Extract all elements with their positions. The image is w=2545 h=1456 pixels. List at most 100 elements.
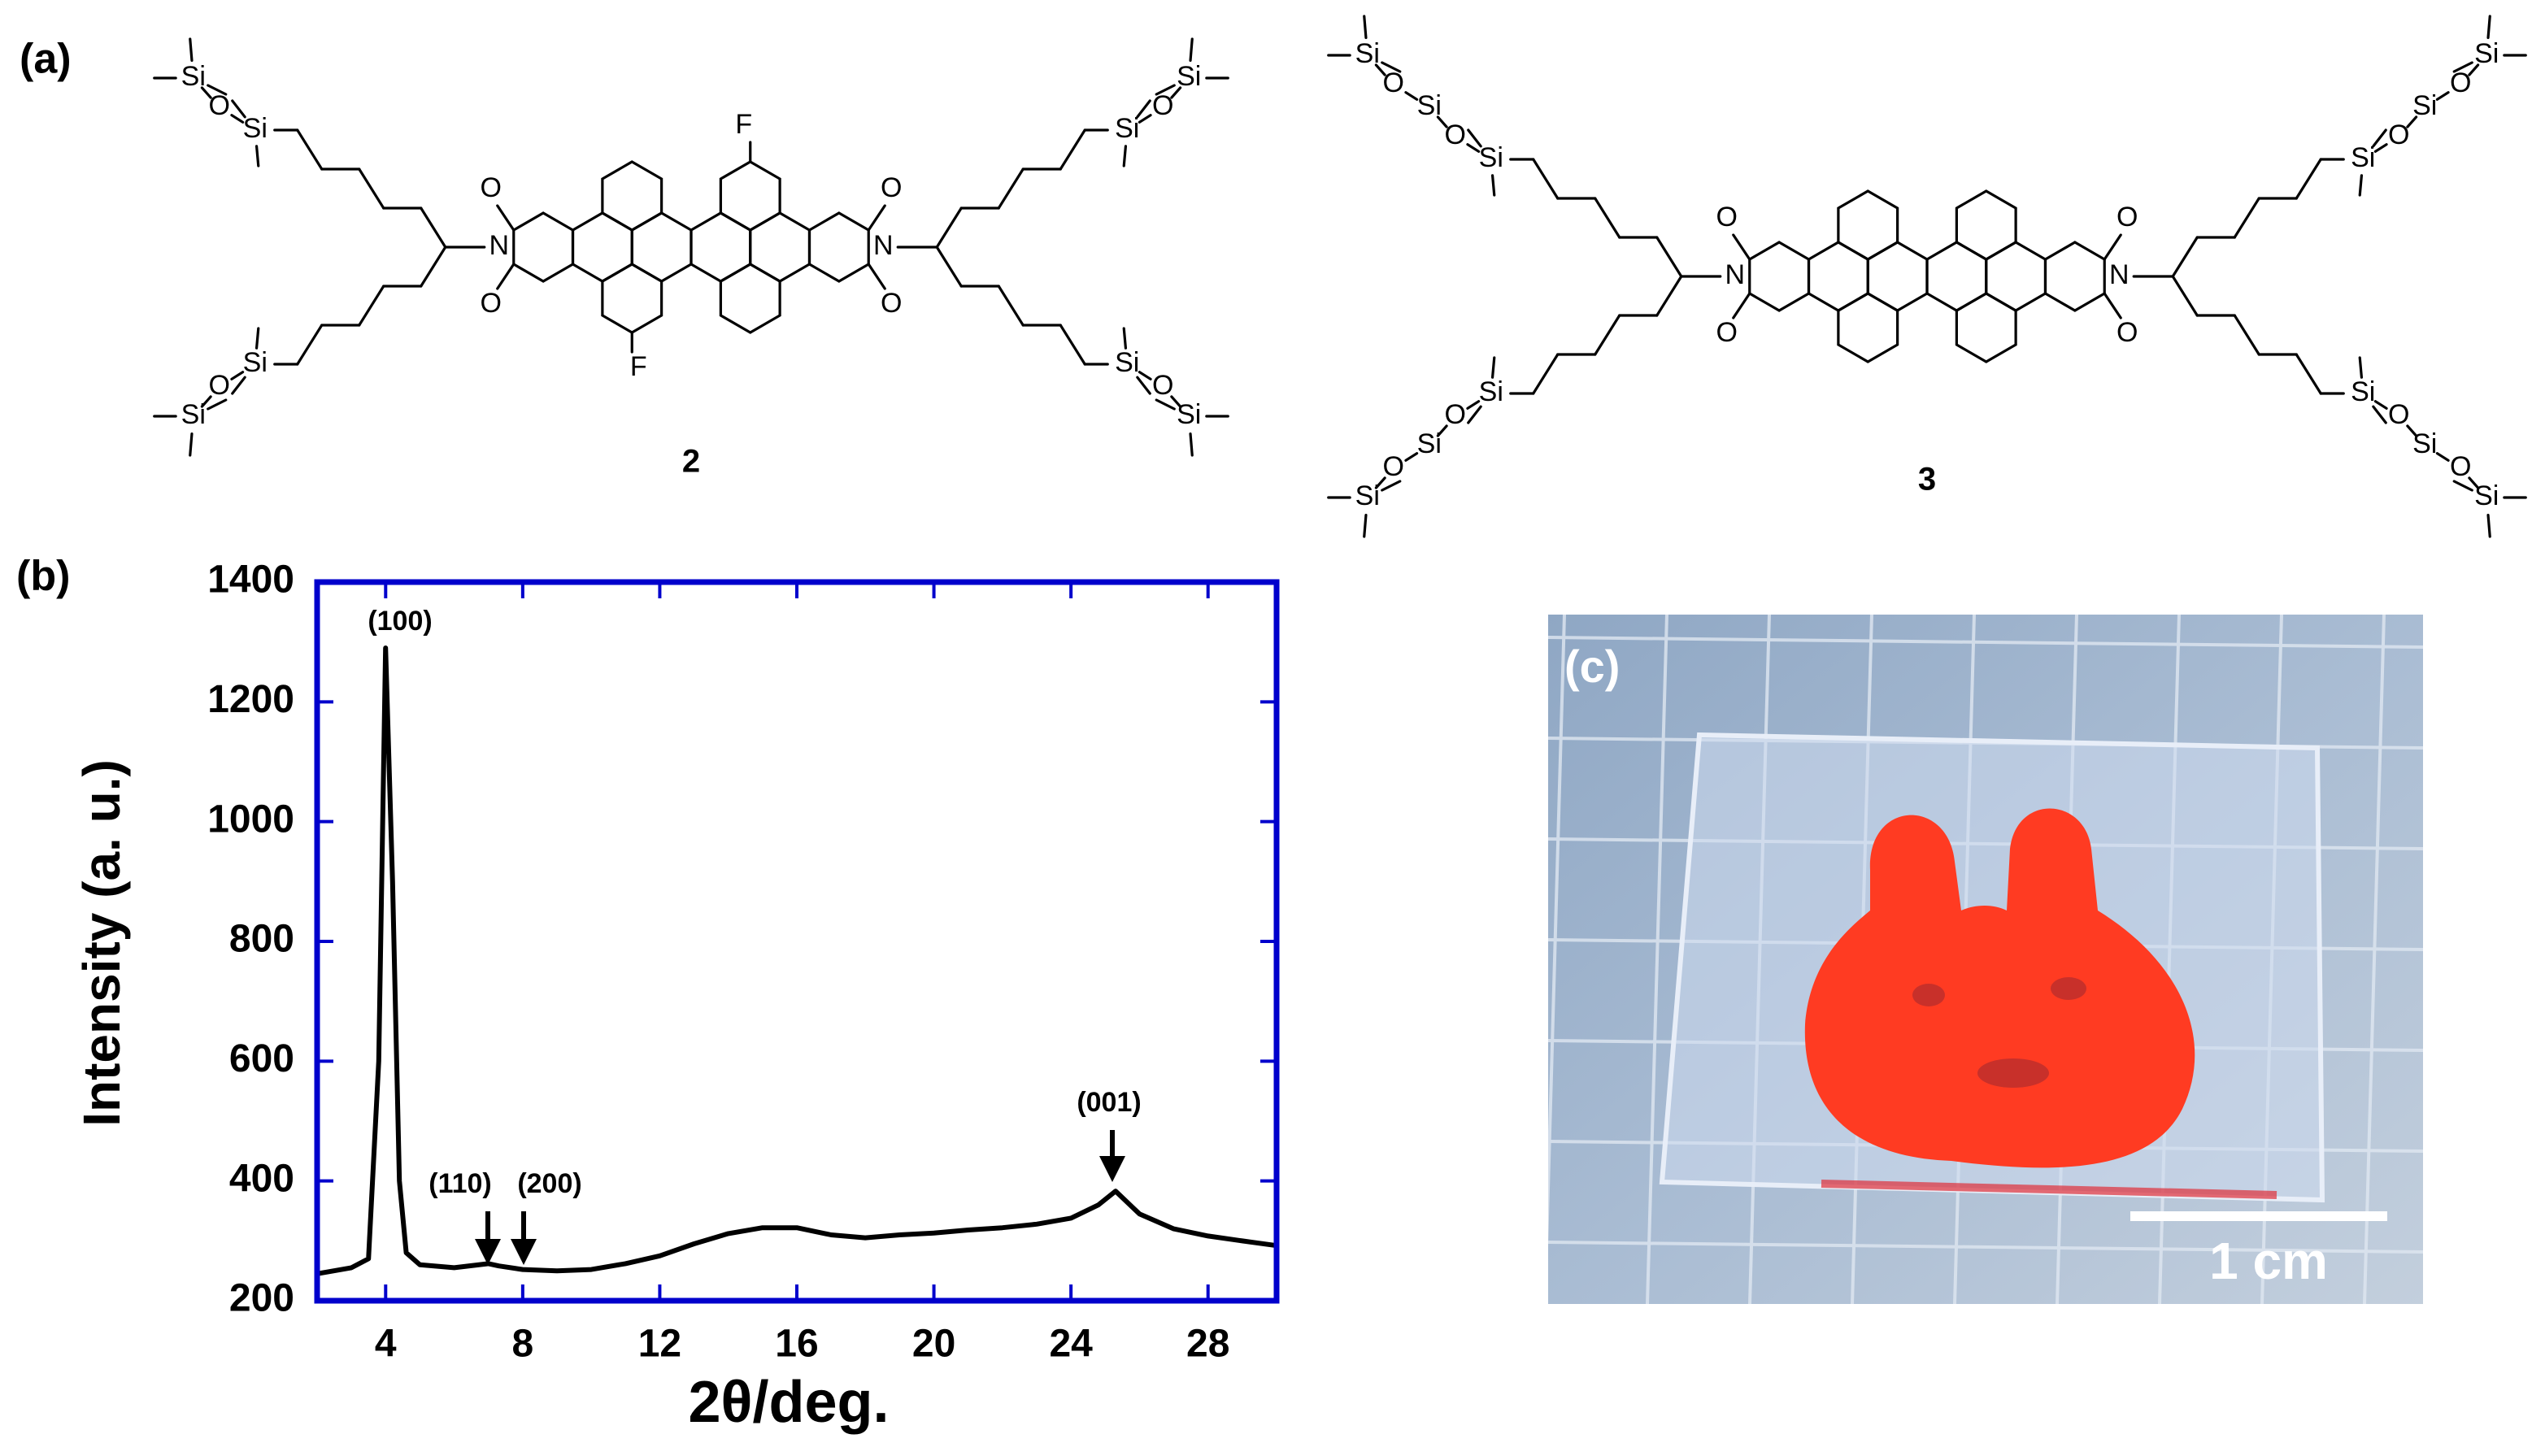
bond: [2358, 356, 2364, 379]
atom-label: N: [2109, 259, 2130, 290]
atom-label: Si: [1479, 142, 1503, 173]
bond: [200, 395, 212, 408]
ring: [2043, 241, 2106, 312]
bond: [1490, 356, 1496, 379]
scale-label: 1 cm: [2209, 1232, 2328, 1290]
bond: [2435, 91, 2450, 101]
y-tick-label: 1200: [207, 678, 294, 721]
atom-label: O: [481, 288, 502, 319]
bond: [1136, 376, 1151, 395]
ring: [1955, 189, 2017, 261]
ring: [807, 211, 870, 283]
bond: [1467, 128, 1482, 148]
x-tick-label: 20: [912, 1323, 955, 1366]
ring: [630, 211, 693, 283]
bond: [254, 145, 260, 167]
bond: [231, 376, 246, 395]
bond: [1059, 324, 1086, 366]
bond: [2103, 233, 2122, 261]
y-tick-label: 200: [229, 1277, 294, 1320]
bond: [1466, 143, 1481, 153]
grid-line: [1548, 636, 2423, 649]
peak-label: (100): [368, 606, 432, 637]
y-tick-label: 600: [229, 1037, 294, 1080]
ring: [1866, 241, 1929, 312]
y-axis-label: Intensity (a. u.): [72, 759, 131, 1127]
bond: [2468, 476, 2480, 489]
bond: [1655, 236, 1683, 278]
bond: [2295, 158, 2322, 200]
slide-edge: [1821, 1180, 2277, 1199]
bond: [296, 324, 324, 366]
bond: [1381, 61, 1402, 73]
y-tick-label: 1400: [207, 558, 294, 602]
atom-label: O: [2116, 202, 2138, 233]
bond: [1122, 145, 1128, 167]
arrow-head: [1099, 1156, 1125, 1182]
bond: [2171, 236, 2199, 278]
atom-label: Si: [1417, 428, 1442, 459]
atom-label: O: [2450, 451, 2471, 482]
bond: [1155, 84, 1176, 96]
atom-label: N: [1725, 259, 1745, 290]
bond: [2103, 292, 2122, 319]
bond: [1467, 405, 1482, 424]
atom-label: Si: [1115, 347, 1139, 378]
bond: [2358, 174, 2364, 197]
bond: [935, 246, 963, 288]
bond: [1155, 398, 1176, 411]
atom-label: Si: [2412, 428, 2437, 459]
atom-label: O: [209, 370, 230, 401]
bond: [1170, 86, 1182, 99]
bond: [867, 204, 886, 232]
ring: [1807, 241, 1869, 312]
atom-label: Si: [2351, 142, 2375, 173]
atom-label: Si: [2474, 480, 2499, 511]
bond: [2373, 400, 2388, 410]
bond: [867, 263, 886, 290]
atom-label: Si: [181, 399, 206, 430]
bond: [230, 114, 245, 124]
x-tick-label: 12: [638, 1323, 681, 1366]
atom-label: Si: [1115, 113, 1139, 144]
bond: [358, 167, 385, 210]
bond: [2372, 128, 2387, 148]
bond: [1122, 327, 1128, 350]
ring: [571, 211, 633, 283]
bond: [1189, 37, 1194, 63]
bond: [2452, 480, 2473, 492]
atom-label: O: [1445, 120, 1466, 150]
bond: [1059, 128, 1086, 171]
arrow-head: [511, 1239, 537, 1265]
atom-label: O: [2388, 120, 2409, 150]
compound-number: 3: [1918, 462, 1936, 498]
bond: [1436, 115, 1448, 128]
bond: [1732, 292, 1751, 319]
gel-hole: [2051, 977, 2086, 1000]
ring: [1837, 292, 1899, 363]
bond: [1532, 353, 1560, 395]
ring: [1955, 292, 2017, 363]
panel-label: (a): [20, 36, 72, 83]
atom-label: Si: [1177, 61, 1201, 92]
ring: [512, 211, 575, 283]
bond: [1363, 15, 1368, 40]
atom-label: Si: [243, 113, 268, 144]
atom-label: Si: [1479, 376, 1503, 407]
atom-label: O: [2116, 317, 2138, 348]
atom-label: Si: [1177, 399, 1201, 430]
gel-hole: [1912, 984, 1945, 1006]
atom-label: O: [1152, 370, 1173, 401]
red-gel: [1804, 808, 2195, 1168]
bond: [2406, 424, 2418, 437]
peak-label: (001): [1077, 1087, 1141, 1118]
bond: [231, 99, 246, 119]
grid-line: [1548, 615, 1566, 1247]
bond: [420, 246, 447, 288]
grid-line: [1548, 1241, 2423, 1254]
x-tick-label: 4: [375, 1323, 397, 1366]
y-tick-label: 1000: [207, 798, 294, 841]
bond: [1436, 424, 1448, 437]
bond: [200, 86, 212, 99]
